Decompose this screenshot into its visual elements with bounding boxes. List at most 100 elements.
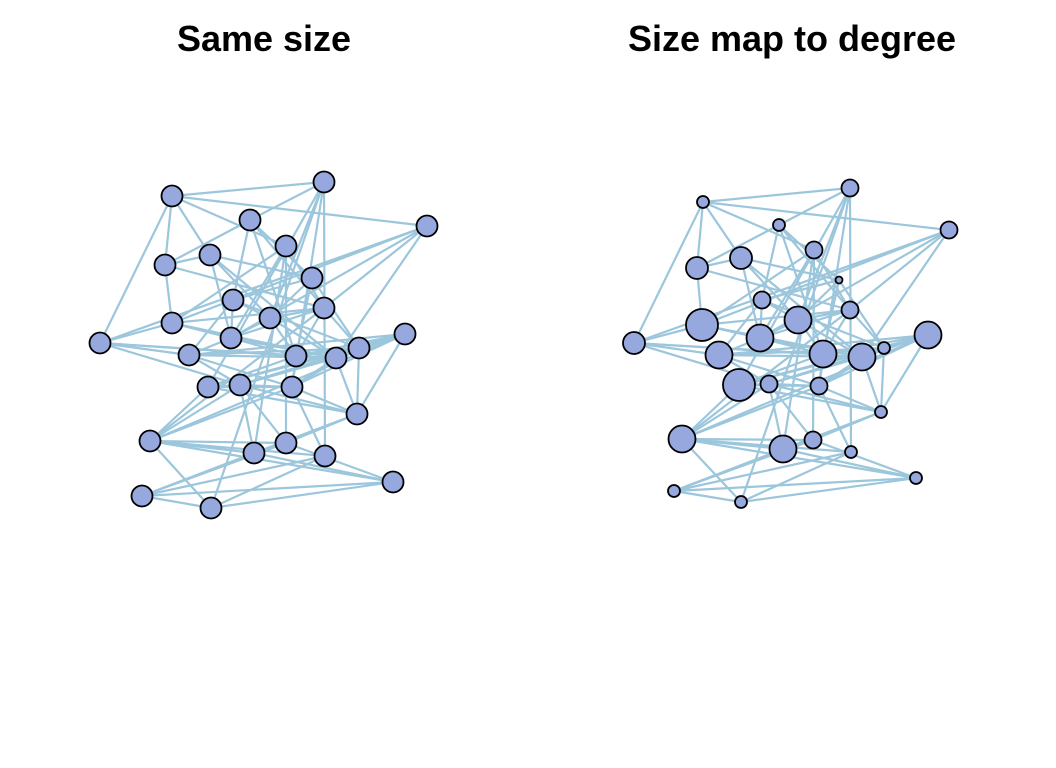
graph-edge: [231, 219, 252, 301]
graph-edge: [291, 386, 326, 457]
graph-node: [313, 444, 337, 468]
node-layer: [622, 178, 959, 509]
graph-edge: [702, 186, 851, 204]
graph-node: [685, 256, 709, 280]
graph-node: [199, 496, 223, 520]
graph-node: [312, 296, 336, 320]
graph-node: [300, 266, 324, 290]
graph-node: [768, 434, 798, 464]
graph-edge: [701, 249, 815, 326]
graph-node: [312, 170, 336, 194]
graph-edge: [207, 354, 297, 389]
graph-node: [415, 214, 439, 238]
graph-edge: [149, 384, 241, 442]
graph-node: [759, 374, 779, 394]
graph-edge: [681, 437, 917, 480]
graph-node: [160, 311, 184, 335]
graph-edge: [149, 385, 293, 443]
graph-edge: [838, 279, 885, 349]
graph-node: [324, 346, 348, 370]
graph-node: [752, 290, 772, 310]
graph-node: [844, 445, 858, 459]
graph-edge: [812, 438, 917, 480]
graph-edge: [99, 341, 241, 387]
graph-node: [242, 441, 266, 465]
graph-node: [274, 431, 298, 455]
graph-edge: [210, 454, 326, 510]
graph-edge: [813, 249, 851, 311]
network-panel-size-map-to-degree: [622, 178, 959, 509]
graph-node: [238, 208, 262, 232]
graph-node: [345, 402, 369, 426]
graph-edge: [740, 450, 852, 504]
graph-node: [840, 178, 860, 198]
graph-edge: [171, 194, 287, 248]
graph-edge: [879, 347, 886, 413]
graph-edge: [681, 437, 852, 454]
graph-edge: [702, 200, 950, 232]
graph-edge: [253, 451, 394, 484]
graph-node: [198, 243, 222, 267]
graph-edge: [209, 253, 313, 280]
graph-edge: [633, 201, 704, 344]
graph-node: [722, 368, 756, 402]
node-layer: [88, 170, 439, 520]
graph-node: [877, 341, 891, 355]
graph-edge: [171, 194, 428, 228]
graph-edge: [239, 384, 287, 444]
graph-edge: [701, 308, 851, 327]
graph-node: [939, 220, 959, 240]
graph-edge: [141, 494, 212, 510]
graph-node: [772, 218, 786, 232]
graph-edge: [740, 256, 840, 282]
graph-node: [808, 339, 838, 369]
graph-node: [874, 405, 888, 419]
graph-node: [393, 322, 417, 346]
graph-node: [228, 373, 252, 397]
graph-edge: [149, 439, 287, 445]
graph-node: [381, 470, 405, 494]
graph-node: [160, 184, 184, 208]
graph-edge: [880, 334, 929, 413]
graph-edge: [761, 278, 840, 302]
graph-edge: [149, 439, 326, 458]
graph-edge: [210, 480, 394, 510]
graph-node: [130, 484, 154, 508]
graph-node: [909, 471, 923, 485]
graph-edge: [149, 439, 394, 484]
graph-node: [804, 240, 824, 260]
graph-edge: [232, 276, 313, 302]
graph-edge: [171, 245, 287, 324]
graph-edge: [681, 383, 770, 440]
graph-edge: [681, 384, 820, 441]
graph-edge: [740, 476, 917, 504]
graph-node: [840, 300, 860, 320]
graph-edge: [99, 321, 173, 345]
graph-node: [138, 429, 162, 453]
graph-edge: [702, 200, 815, 252]
graph-edge: [141, 480, 394, 498]
graph-edge: [171, 306, 325, 325]
graph-edge: [230, 336, 337, 360]
graph-edge: [294, 277, 314, 357]
graph-edge: [718, 353, 863, 359]
graph-edge: [99, 195, 173, 344]
graph-edge: [285, 441, 394, 484]
graph-edge: [778, 187, 851, 226]
graph-edge: [696, 266, 851, 312]
graph-edge: [761, 298, 885, 350]
graph-edge: [849, 229, 950, 311]
graph-node: [667, 424, 697, 454]
graph-edge: [291, 385, 358, 416]
graph-node: [783, 305, 813, 335]
graph-edge: [718, 353, 820, 388]
graph-edge: [209, 254, 271, 319]
graph-edge: [822, 333, 929, 356]
graph-node: [177, 343, 201, 367]
graph-edge: [164, 263, 325, 310]
graph-edge: [356, 333, 406, 415]
graph-edge: [188, 353, 337, 360]
graph-edge: [163, 195, 174, 266]
graph-edge: [673, 450, 852, 493]
graph-edge: [209, 254, 337, 359]
